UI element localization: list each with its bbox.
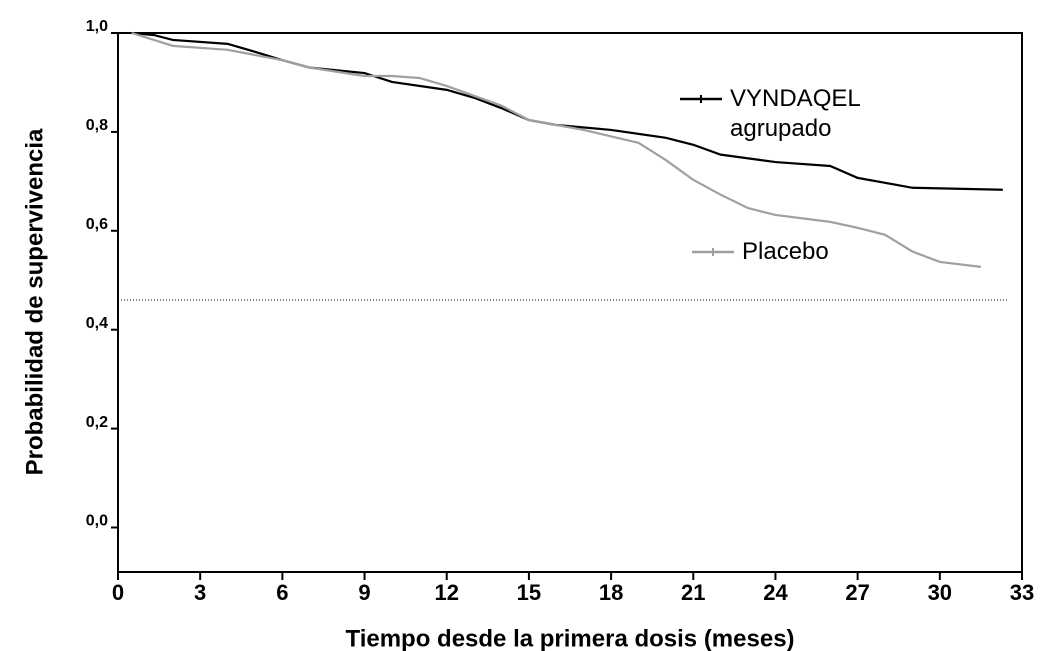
x-tick-label: 3 bbox=[194, 580, 206, 605]
x-tick-label: 24 bbox=[763, 580, 788, 605]
x-tick-label: 9 bbox=[358, 580, 370, 605]
y-axis-label: Probabilidad de supervivencia bbox=[21, 128, 48, 475]
plot-frame bbox=[117, 32, 1023, 573]
x-tick-label: 12 bbox=[434, 580, 458, 605]
legend-label: VYNDAQEL agrupado bbox=[730, 85, 860, 142]
legend-label: Placebo bbox=[742, 238, 829, 265]
x-tick-label: 6 bbox=[276, 580, 288, 605]
x-tick-label: 18 bbox=[599, 580, 623, 605]
y-tick-label: 0,8 bbox=[86, 117, 108, 134]
x-tick-label: 0 bbox=[112, 580, 124, 605]
x-tick-label: 15 bbox=[517, 580, 541, 605]
survival-curve bbox=[131, 31, 982, 268]
y-tick-label: 0,4 bbox=[86, 315, 108, 332]
x-tick-label: 21 bbox=[681, 580, 705, 605]
y-tick-label: 0,2 bbox=[86, 414, 108, 431]
x-tick-label: 30 bbox=[928, 580, 952, 605]
x-tick-label: 33 bbox=[1010, 580, 1034, 605]
y-tick-label: 0,6 bbox=[86, 216, 108, 233]
y-tick-label: 0,0 bbox=[86, 513, 108, 530]
x-tick-label: 27 bbox=[845, 580, 869, 605]
x-axis-label: Tiempo desde la primera dosis (meses) bbox=[345, 625, 794, 651]
y-tick-label: 1,0 bbox=[86, 18, 108, 35]
